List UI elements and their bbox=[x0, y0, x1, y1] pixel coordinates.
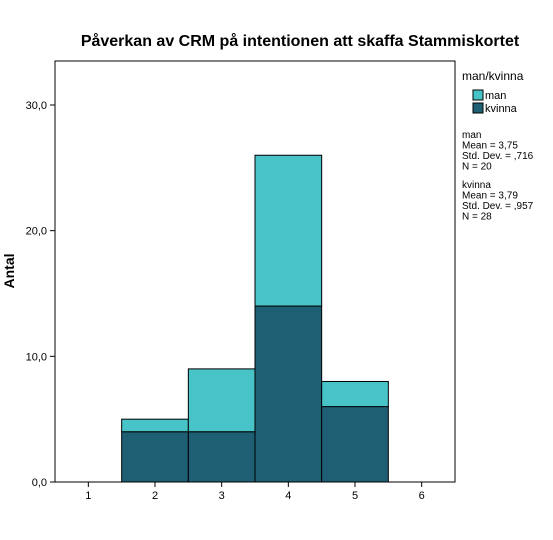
x-tick-label: 5 bbox=[352, 490, 358, 502]
y-axis-label: Antal bbox=[1, 254, 17, 289]
legend-swatch-man bbox=[472, 89, 484, 101]
bar-man-5 bbox=[321, 380, 389, 408]
y-axis: 0,0 10,0 20,0 30,0 bbox=[26, 100, 55, 489]
x-axis: 1 2 3 4 5 6 bbox=[85, 482, 425, 502]
stats-line-man: Mean = 3,75 bbox=[462, 141, 518, 152]
bar-man-2 bbox=[121, 418, 189, 433]
x-tick-label: 6 bbox=[419, 490, 425, 502]
legend-label-man: man bbox=[485, 90, 506, 102]
y-tick-label: 0,0 bbox=[32, 477, 47, 489]
bar-kvinna-5 bbox=[321, 406, 389, 483]
legend-title: man/kvinna bbox=[462, 69, 524, 83]
x-tick-label: 3 bbox=[219, 490, 225, 502]
bar-man-4 bbox=[254, 154, 323, 307]
stats-line-kvinna: Mean = 3,79 bbox=[462, 191, 518, 202]
stats-line-kvinna: N = 28 bbox=[462, 212, 492, 223]
legend-label-kvinna: kvinna bbox=[485, 103, 518, 115]
y-tick-label: 30,0 bbox=[26, 100, 47, 112]
x-tick-label: 4 bbox=[285, 490, 291, 502]
bar-kvinna-3 bbox=[187, 431, 256, 483]
stats-line-man: N = 20 bbox=[462, 162, 492, 173]
x-tick-label: 2 bbox=[152, 490, 158, 502]
stats-line-man: Std. Dev. = ,716 bbox=[462, 151, 534, 162]
legend-swatch-kvinna bbox=[472, 102, 484, 114]
bar-kvinna-2 bbox=[121, 431, 189, 483]
chart-title: Påverkan av CRM på intentionen att skaff… bbox=[81, 32, 520, 50]
bar-kvinna-4 bbox=[254, 305, 323, 483]
stats-line-kvinna: Std. Dev. = ,957 bbox=[462, 201, 534, 212]
stats-line-man: man bbox=[462, 130, 481, 141]
bar-man-3 bbox=[187, 368, 256, 433]
y-tick-label: 20,0 bbox=[26, 226, 47, 238]
y-tick-label: 10,0 bbox=[26, 351, 47, 363]
x-tick-label: 1 bbox=[85, 490, 91, 502]
bars-layer bbox=[121, 154, 389, 483]
stats-line-kvinna: kvinna bbox=[462, 180, 491, 191]
